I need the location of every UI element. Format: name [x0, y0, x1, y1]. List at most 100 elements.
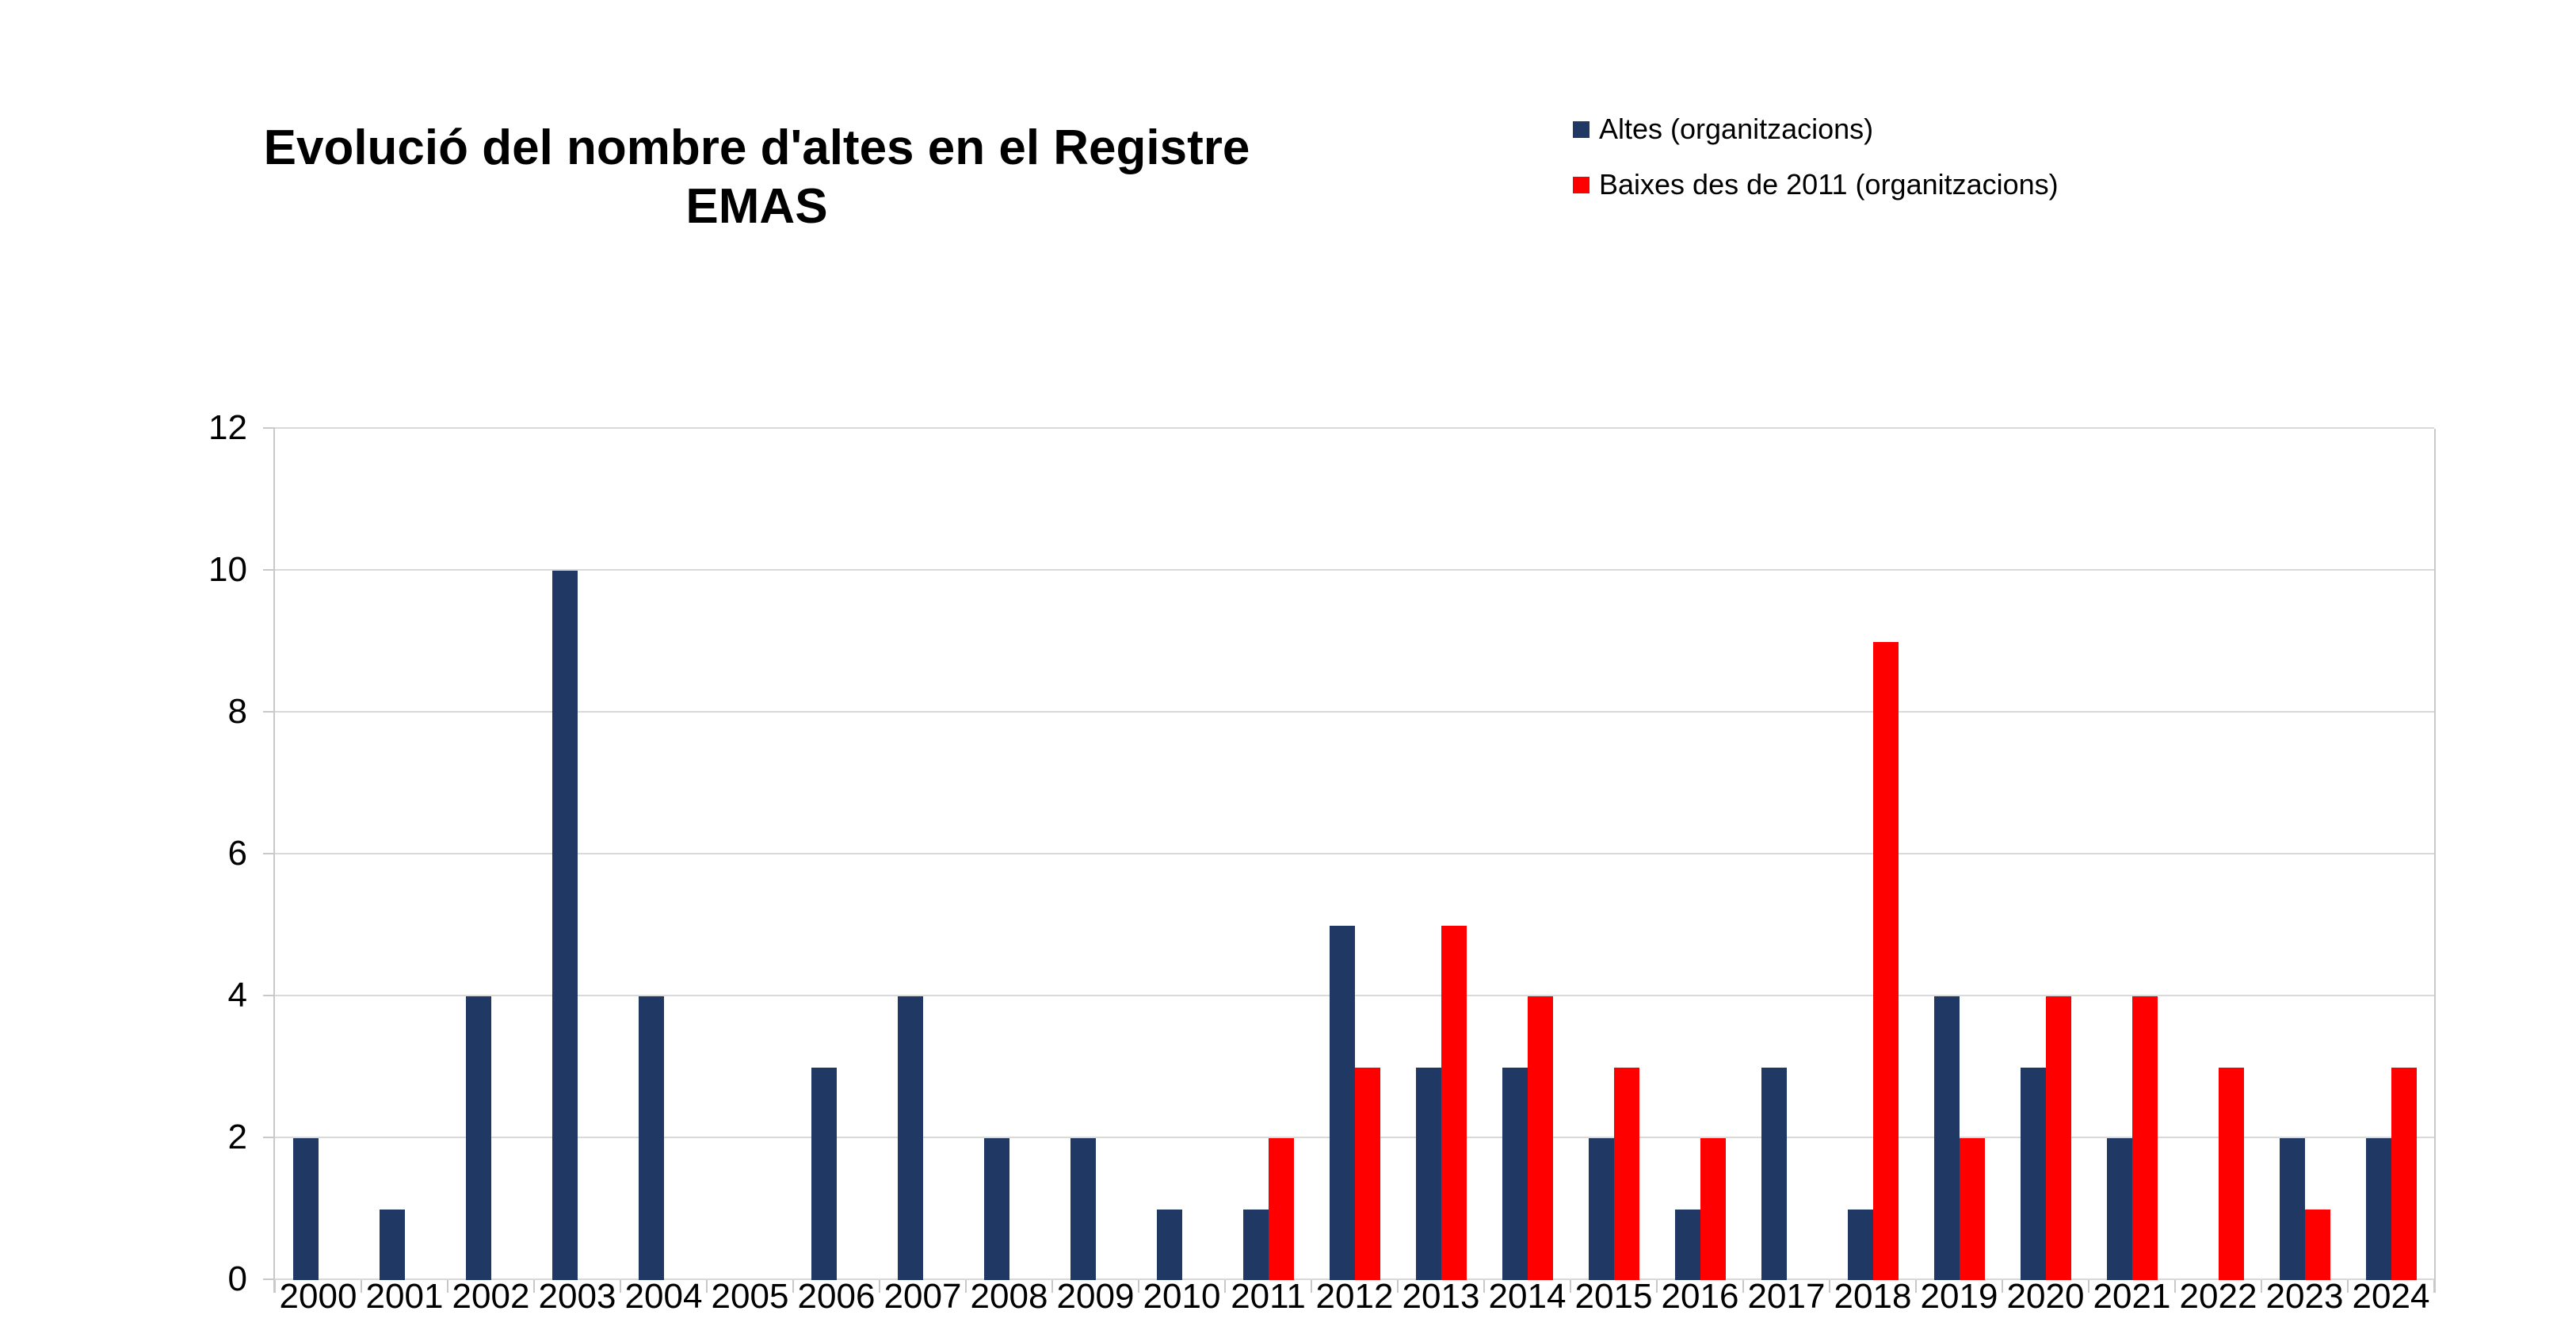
y-axis-label: 8: [227, 692, 247, 731]
x-axis-tick: [1570, 1280, 1571, 1293]
y-axis-label: 2: [227, 1118, 247, 1156]
y-axis-tick: [263, 1137, 275, 1138]
bar-altes-2010: [1156, 1209, 1182, 1280]
y-axis-tick: [263, 569, 275, 571]
x-axis-tick: [1051, 1280, 1053, 1293]
x-axis-tick: [792, 1280, 794, 1293]
bar-altes-2018: [1847, 1209, 1873, 1280]
legend-swatch-altes-icon: [1573, 120, 1589, 138]
bar-altes-2008: [983, 1138, 1009, 1280]
y-axis-tick: [263, 995, 275, 996]
y-axis-tick: [263, 711, 275, 713]
legend-item-baixes: Baixes des de 2011 (organitzacions): [1573, 167, 2059, 202]
x-axis-label: 2006: [797, 1277, 876, 1316]
x-axis-label: 2020: [2006, 1277, 2085, 1316]
x-axis-tick: [706, 1280, 708, 1293]
y-axis-label: 6: [227, 834, 247, 873]
legend-item-altes: Altes (organitzacions): [1573, 112, 2059, 147]
y-axis-label: 10: [208, 550, 247, 589]
x-axis-label: 2002: [452, 1277, 530, 1316]
bar-altes-2020: [2020, 1067, 2046, 1280]
bar-altes-2023: [2279, 1138, 2305, 1280]
x-axis-tick: [2261, 1280, 2262, 1293]
x-axis-tick: [1483, 1280, 1485, 1293]
x-axis-tick: [2433, 1280, 2435, 1293]
bar-altes-2013: [1415, 1067, 1441, 1280]
bar-altes-2016: [1674, 1209, 1700, 1280]
x-axis-tick: [1915, 1280, 1917, 1293]
bar-baixes-2021: [2131, 996, 2158, 1280]
x-axis-tick: [2002, 1280, 2003, 1293]
bar-baixes-2023: [2304, 1209, 2330, 1280]
bar-altes-2003: [551, 571, 578, 1280]
x-axis-tick: [620, 1280, 621, 1293]
x-axis-label: 2018: [1834, 1277, 1912, 1316]
gridline: [275, 427, 2434, 429]
y-axis-label: 0: [227, 1259, 247, 1298]
x-axis-label: 2015: [1574, 1277, 1653, 1316]
bar-baixes-2014: [1527, 996, 1553, 1280]
x-axis-label: 2005: [711, 1277, 789, 1316]
chart-title: Evolució del nombre d'altes en el Regist…: [178, 119, 1335, 236]
chart-title-line1: Evolució del nombre d'altes en el Regist…: [263, 120, 1250, 175]
x-axis-label: 2022: [2179, 1277, 2257, 1316]
x-axis-label: 2003: [538, 1277, 616, 1316]
bar-altes-2006: [811, 1067, 837, 1280]
y-axis-line: [273, 429, 275, 1293]
bar-baixes-2012: [1354, 1067, 1380, 1280]
bar-altes-2002: [465, 996, 491, 1280]
bar-baixes-2024: [2391, 1067, 2417, 1280]
gridline: [275, 711, 2434, 713]
y-axis-label: 4: [227, 976, 247, 1015]
x-axis-label: 2024: [2352, 1277, 2430, 1316]
legend-label-baixes: Baixes des de 2011 (organitzacions): [1599, 168, 2059, 201]
x-axis-tick: [1742, 1280, 1744, 1293]
gridline: [275, 995, 2434, 996]
bar-altes-2011: [1242, 1209, 1269, 1280]
x-axis-tick: [1224, 1280, 1226, 1293]
legend: Altes (organitzacions) Baixes des de 201…: [1573, 112, 2059, 223]
legend-swatch-baixes-icon: [1573, 176, 1589, 193]
bar-altes-2021: [2106, 1138, 2132, 1280]
x-axis-label: 2007: [883, 1277, 962, 1316]
bar-altes-2024: [2365, 1138, 2391, 1280]
x-axis-label: 2023: [2265, 1277, 2344, 1316]
bar-altes-2007: [897, 996, 923, 1280]
x-axis-tick: [533, 1280, 535, 1293]
legend-label-altes: Altes (organitzacions): [1599, 113, 1874, 145]
bar-baixes-2016: [1700, 1138, 1726, 1280]
x-axis-label: 2017: [1747, 1277, 1826, 1316]
x-axis-tick: [274, 1280, 276, 1293]
bar-baixes-2018: [1872, 641, 1899, 1280]
bar-altes-2015: [1588, 1138, 1614, 1280]
bar-baixes-2011: [1268, 1138, 1294, 1280]
y-axis-tick: [263, 1278, 275, 1280]
x-axis-tick: [2347, 1280, 2349, 1293]
y-axis-tick: [263, 853, 275, 854]
bar-baixes-2020: [2045, 996, 2071, 1280]
x-axis-label: 2014: [1488, 1277, 1567, 1316]
bar-altes-2009: [1070, 1138, 1096, 1280]
x-axis-label: 2016: [1661, 1277, 1739, 1316]
y-axis-tick: [263, 427, 275, 429]
x-axis-tick: [2174, 1280, 2176, 1293]
x-axis-label: 2008: [970, 1277, 1048, 1316]
bar-baixes-2019: [1959, 1138, 1985, 1280]
x-axis-label: 2001: [365, 1277, 444, 1316]
x-axis-label: 2012: [1315, 1277, 1394, 1316]
x-axis-label: 2004: [624, 1277, 703, 1316]
x-axis-tick: [2088, 1280, 2089, 1293]
bar-altes-2000: [292, 1138, 319, 1280]
bar-altes-2012: [1329, 925, 1355, 1280]
x-axis-label: 2000: [279, 1277, 357, 1316]
x-axis-label: 2010: [1143, 1277, 1221, 1316]
bar-baixes-2015: [1613, 1067, 1639, 1280]
bar-altes-2014: [1502, 1067, 1528, 1280]
x-axis-tick: [879, 1280, 880, 1293]
bar-altes-2004: [638, 996, 664, 1280]
plot-right-border: [2434, 429, 2436, 1293]
x-axis-tick: [1656, 1280, 1658, 1293]
x-axis-tick: [1397, 1280, 1399, 1293]
bar-baixes-2013: [1441, 925, 1467, 1280]
